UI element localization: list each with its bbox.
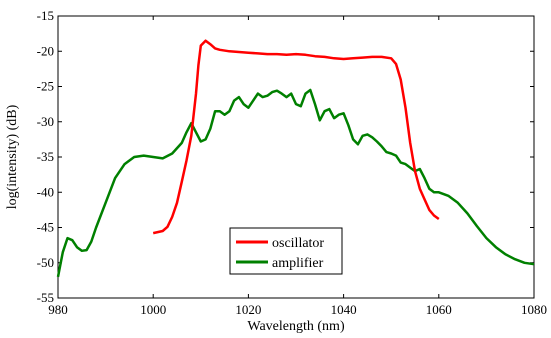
x-axis: 980 1000 1020 1040 1060 1080 [48, 16, 547, 317]
y-tick-label: -40 [37, 184, 54, 199]
legend-box [229, 227, 343, 275]
legend-label-amplifier: amplifier [272, 256, 324, 271]
x-tick-label: 1080 [521, 302, 547, 317]
legend: oscillator amplifier [229, 227, 343, 275]
legend-label-oscillator: oscillator [272, 236, 324, 251]
y-axis: -55 -50 -45 -40 -35 -30 -25 -20 -15 [37, 8, 534, 305]
x-tick-label: 980 [48, 302, 68, 317]
y-tick-label: -25 [37, 79, 54, 94]
series-line-amplifier [56, 88, 535, 278]
x-tick-label: 1060 [426, 302, 452, 317]
y-tick-label: -30 [37, 114, 54, 129]
y-tick-label: -45 [37, 220, 54, 235]
y-tick-label: -15 [37, 8, 54, 23]
x-axis-title: Wavelength (nm) [247, 319, 345, 334]
y-axis-title: log(intensity) (dB) [5, 104, 20, 209]
x-tick-label: 1000 [140, 302, 166, 317]
y-tick-label: -35 [37, 149, 54, 164]
x-tick-label: 1020 [235, 302, 261, 317]
y-tick-label: -55 [37, 290, 54, 305]
series-line-oscillator [152, 39, 440, 235]
x-tick-label: 1040 [331, 302, 357, 317]
series-layer [56, 39, 535, 278]
y-tick-label: -50 [37, 255, 54, 270]
y-tick-label: -20 [37, 43, 54, 58]
